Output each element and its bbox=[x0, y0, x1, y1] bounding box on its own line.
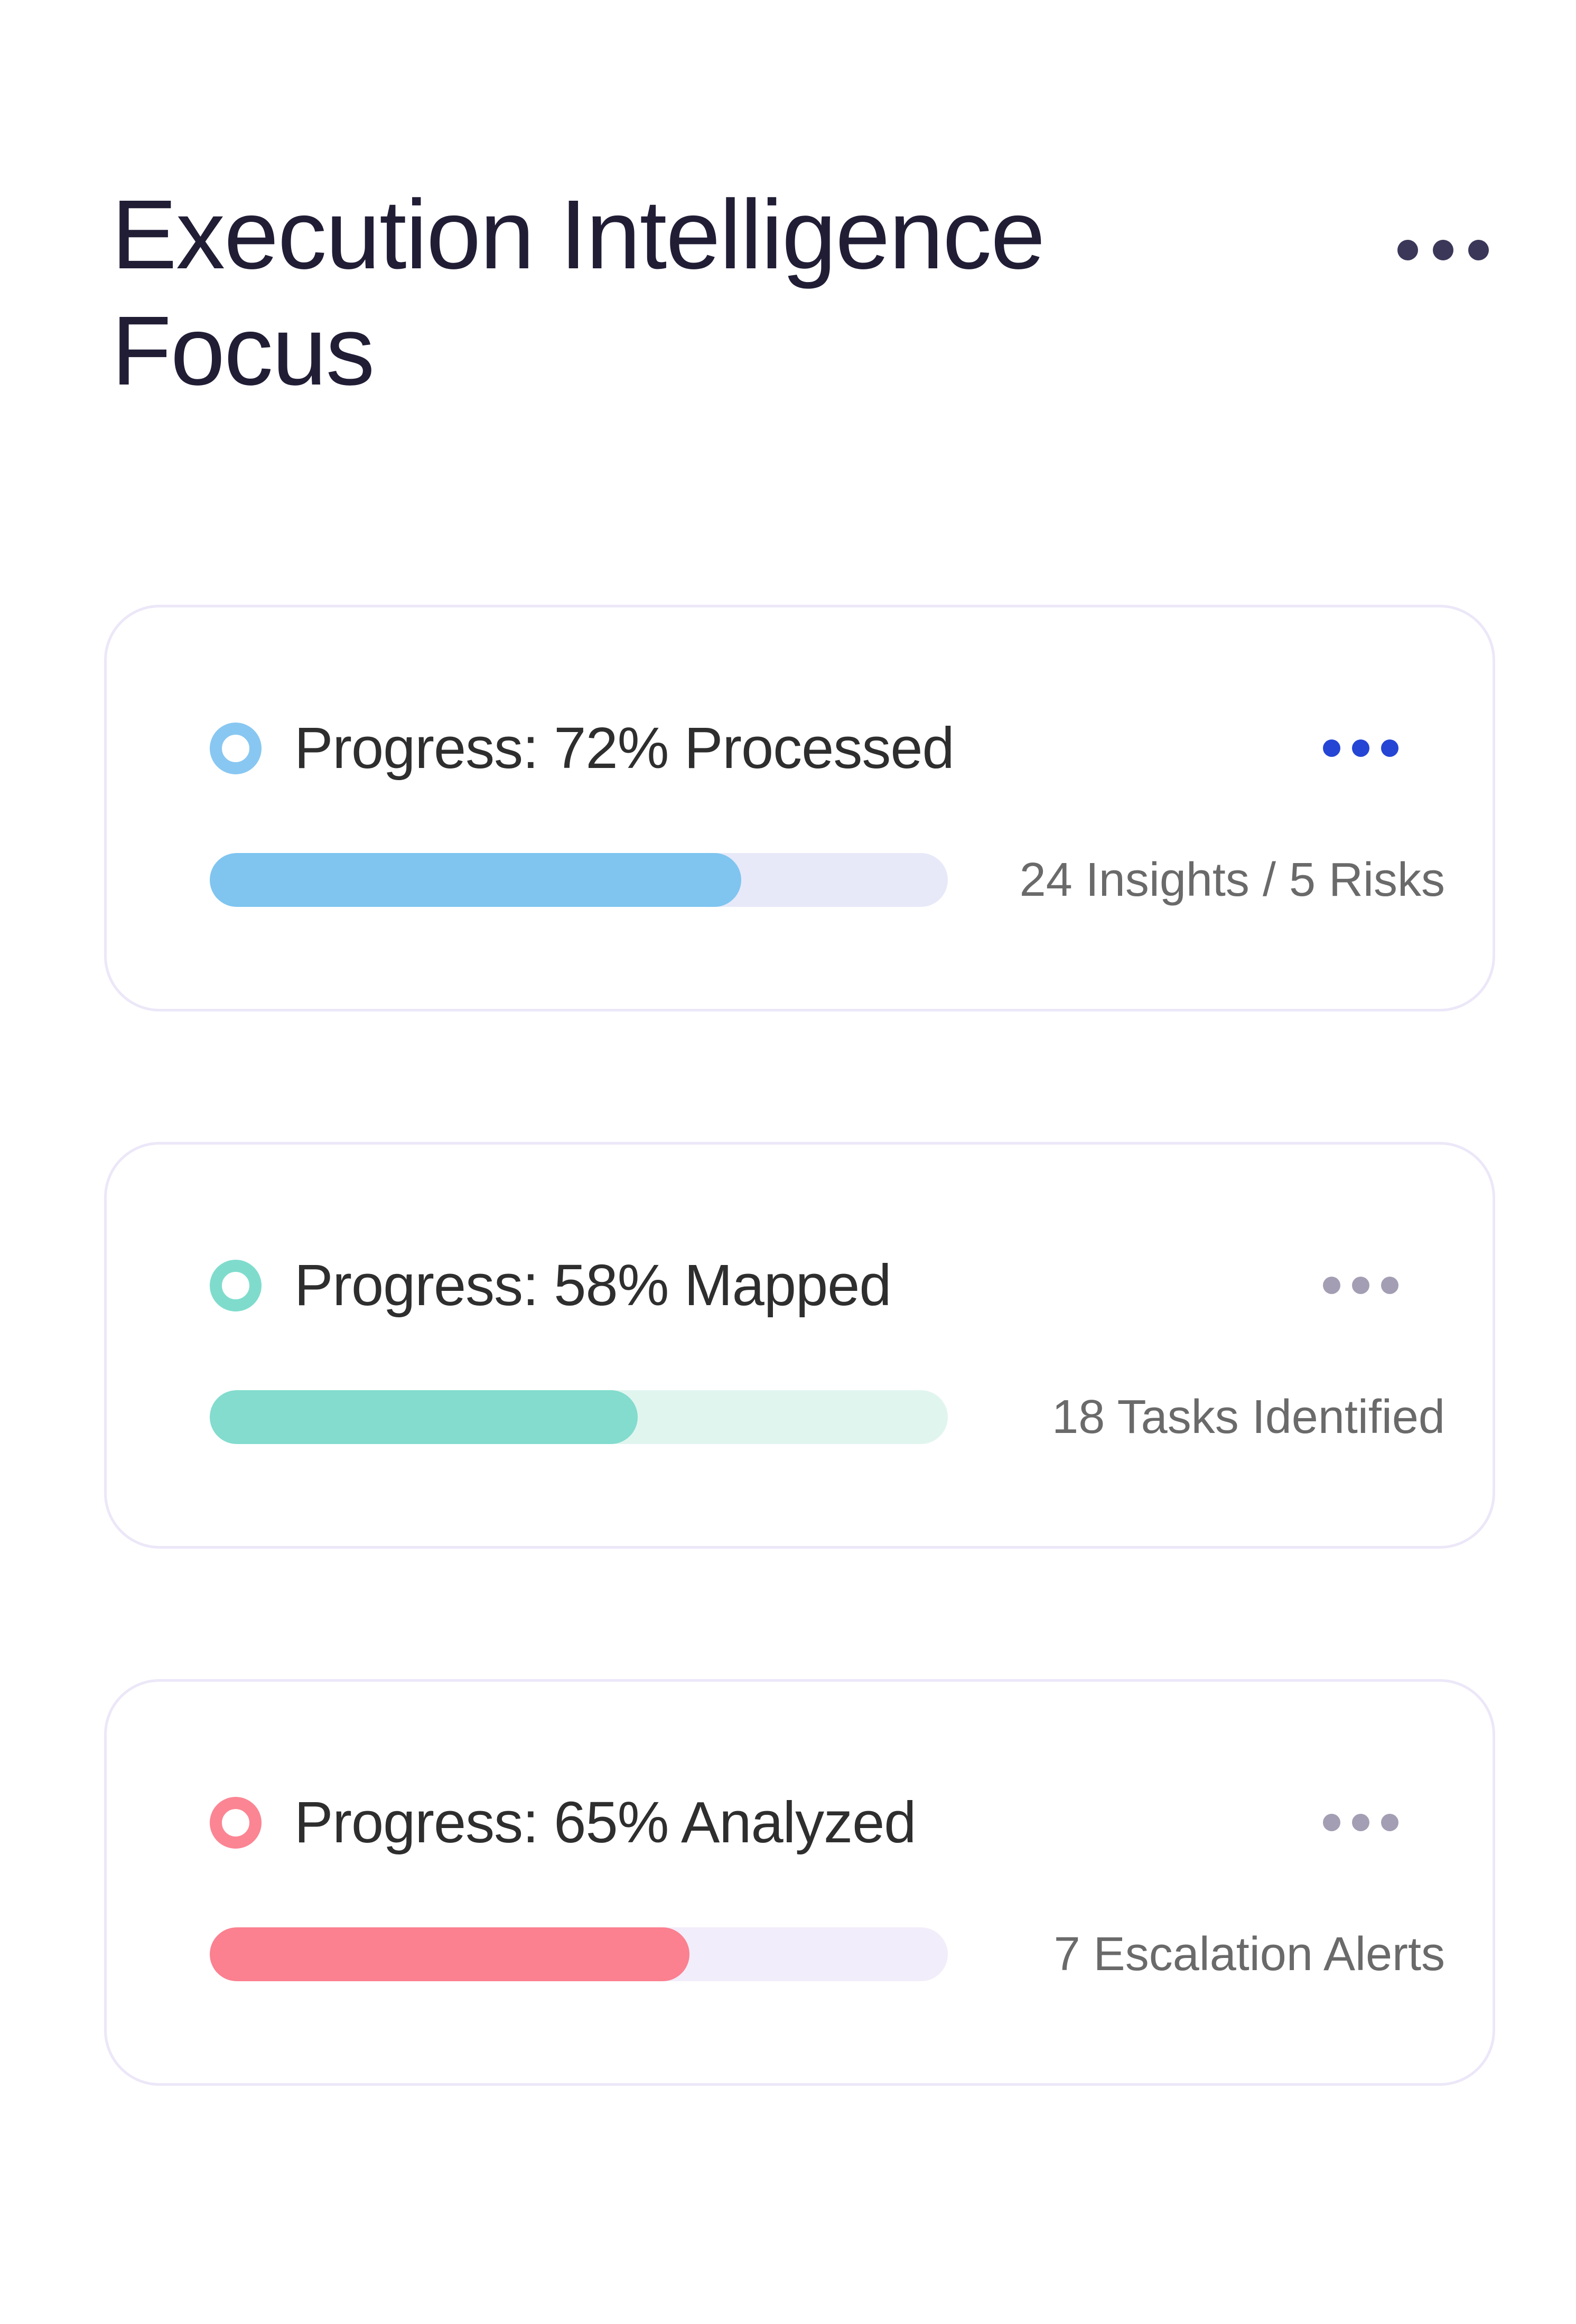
ellipsis-icon bbox=[1352, 1814, 1369, 1831]
ellipsis-icon bbox=[1323, 1814, 1340, 1831]
ellipsis-icon bbox=[1381, 1277, 1398, 1294]
ellipsis-icon bbox=[1381, 739, 1398, 757]
card-title: Progress: 58% Mapped bbox=[294, 1252, 892, 1318]
card-menu-button[interactable] bbox=[1323, 739, 1398, 757]
card-progress-row: 24 Insights / 5 Risks bbox=[210, 852, 1445, 907]
card-stat: 18 Tasks Identified bbox=[1052, 1390, 1445, 1444]
ellipsis-icon bbox=[1323, 739, 1340, 757]
card-stat: 24 Insights / 5 Risks bbox=[1019, 853, 1445, 906]
progress-bar-fill bbox=[210, 1390, 638, 1444]
progress-card-list: Progress: 72% Processed 24 Insights / 5 … bbox=[104, 605, 1495, 2086]
ellipsis-icon bbox=[1433, 240, 1453, 260]
card-progress-row: 7 Escalation Alerts bbox=[210, 1927, 1445, 1981]
card-header-row: Progress: 58% Mapped bbox=[210, 1247, 1445, 1324]
ring-icon bbox=[210, 722, 262, 774]
ellipsis-icon bbox=[1397, 240, 1418, 260]
ellipsis-icon bbox=[1468, 240, 1489, 260]
card-header-row: Progress: 65% Analyzed bbox=[210, 1784, 1445, 1861]
progress-card-mapped: Progress: 58% Mapped 18 Tasks Identified bbox=[104, 1142, 1495, 1549]
ring-icon bbox=[210, 1796, 262, 1849]
header-menu-button[interactable] bbox=[1397, 240, 1489, 260]
progress-card-analyzed: Progress: 65% Analyzed 7 Escalation Aler… bbox=[104, 1679, 1495, 2086]
progress-bar-fill bbox=[210, 1927, 690, 1981]
card-header-row: Progress: 72% Processed bbox=[210, 710, 1445, 787]
progress-bar bbox=[210, 1390, 948, 1444]
progress-bar-fill bbox=[210, 852, 741, 907]
card-stat: 7 Escalation Alerts bbox=[1053, 1927, 1445, 1981]
card-title: Progress: 65% Analyzed bbox=[294, 1789, 916, 1855]
card-menu-button[interactable] bbox=[1323, 1814, 1398, 1831]
card-menu-button[interactable] bbox=[1323, 1277, 1398, 1294]
card-title: Progress: 72% Processed bbox=[294, 715, 955, 781]
ring-icon bbox=[210, 1259, 262, 1311]
ellipsis-icon bbox=[1323, 1277, 1340, 1294]
card-progress-row: 18 Tasks Identified bbox=[210, 1390, 1445, 1444]
progress-card-processed: Progress: 72% Processed 24 Insights / 5 … bbox=[104, 605, 1495, 1011]
page-title: Execution Intelligence Focus bbox=[111, 180, 1046, 406]
ellipsis-icon bbox=[1352, 1277, 1369, 1294]
progress-bar bbox=[210, 1927, 948, 1981]
progress-bar bbox=[210, 852, 948, 907]
ellipsis-icon bbox=[1352, 739, 1369, 757]
ellipsis-icon bbox=[1381, 1814, 1398, 1831]
